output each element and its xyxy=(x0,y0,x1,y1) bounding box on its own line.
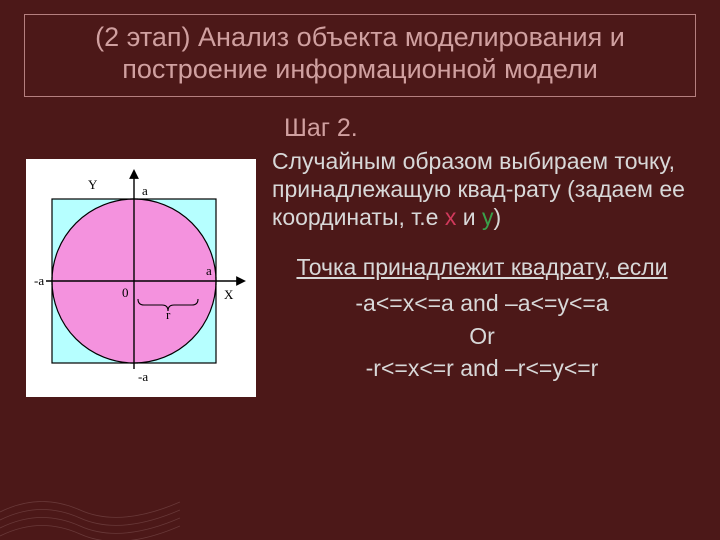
para-y: y xyxy=(482,204,494,230)
svg-text:a: a xyxy=(206,263,212,278)
svg-text:-a: -a xyxy=(34,273,44,288)
paragraph: Случайным образом выбираем точку, принад… xyxy=(272,147,692,231)
formula-2: -r<=x<=r and –r<=y<=r xyxy=(272,354,692,382)
figure-circle-in-square: Y X 0 a a -a -a r xyxy=(26,159,256,397)
title-box: (2 этап) Анализ объекта моделирования и … xyxy=(24,14,696,97)
condition-title: Точка принадлежит квадрату, если xyxy=(272,253,692,281)
para-x: x xyxy=(445,204,457,230)
para-suffix: ) xyxy=(493,204,501,230)
svg-text:-a: -a xyxy=(138,369,148,384)
svg-text:X: X xyxy=(224,287,234,302)
slide: (2 этап) Анализ объекта моделирования и … xyxy=(0,0,720,540)
svg-text:Y: Y xyxy=(88,177,98,192)
content-row: Y X 0 a a -a -a r Шаг 2. Случайным образом выби… xyxy=(24,111,696,397)
para-mid: и xyxy=(456,204,482,230)
svg-text:0: 0 xyxy=(122,285,129,300)
slide-title: (2 этап) Анализ объекта моделирования и … xyxy=(37,21,683,86)
or-text: Or xyxy=(272,322,692,350)
formula-1: -a<=x<=a and –a<=y<=a xyxy=(272,289,692,317)
figure-svg: Y X 0 a a -a -a r xyxy=(26,159,256,397)
svg-text:a: a xyxy=(142,183,148,198)
step-label: Шаг 2. xyxy=(272,113,692,144)
svg-text:r: r xyxy=(166,307,171,322)
text-column: Шаг 2. Случайным образом выбираем точку,… xyxy=(272,111,696,386)
decorative-texture xyxy=(0,450,180,540)
